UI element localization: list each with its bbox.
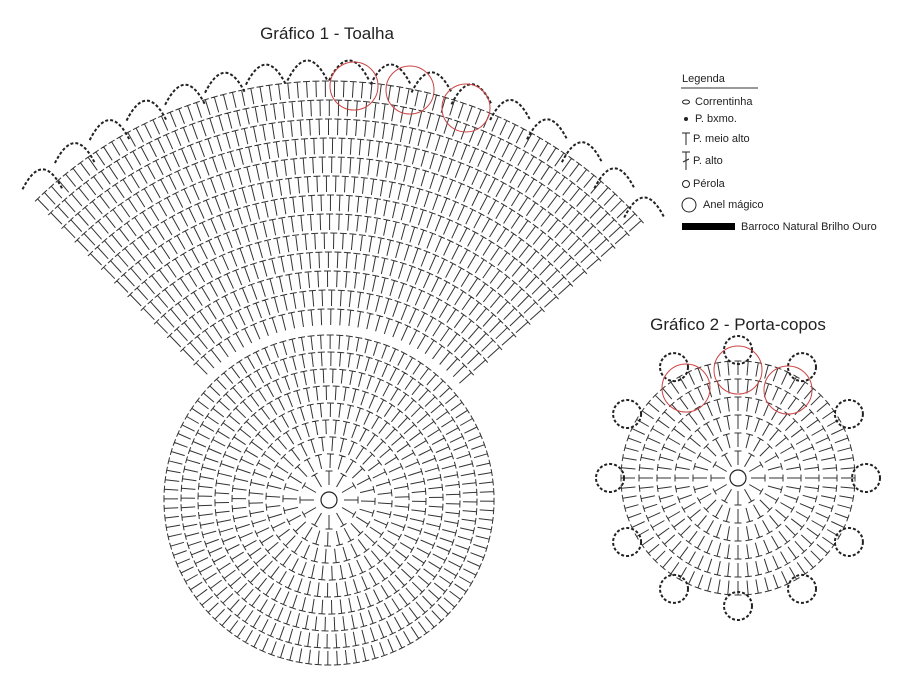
scallop xyxy=(595,463,625,493)
scallop xyxy=(659,352,689,383)
legend-item: Barroco Natural Brilho Ouro xyxy=(741,221,877,233)
scallop xyxy=(245,63,287,86)
dc-symbol xyxy=(682,151,690,170)
scallop xyxy=(286,59,329,81)
stitches xyxy=(620,360,856,596)
scallop xyxy=(723,591,753,621)
highlight-ring xyxy=(661,363,711,413)
chart-title: Gráfico 1 - Toalha xyxy=(260,24,394,43)
highlight-ring xyxy=(385,65,435,115)
slip-stitch-symbol xyxy=(684,117,688,121)
scallop xyxy=(526,118,568,140)
scallop xyxy=(561,141,603,163)
scallop xyxy=(659,573,689,604)
scallop xyxy=(833,399,864,429)
legend: Legenda Correntinha P. bxmo. P. meio alt… xyxy=(681,73,877,233)
scallop xyxy=(164,84,207,106)
legend-item: P. bxmo. xyxy=(695,113,737,125)
scallop xyxy=(612,527,643,557)
scallop xyxy=(787,352,817,383)
scallop xyxy=(54,142,96,164)
highlight-ring xyxy=(441,83,491,133)
scallop xyxy=(851,463,881,493)
scallop xyxy=(612,399,643,429)
scallop xyxy=(88,119,131,141)
scallop xyxy=(723,335,753,365)
magic-ring xyxy=(729,469,747,487)
scallop xyxy=(593,167,636,189)
hdc-symbol xyxy=(682,132,690,145)
scallop xyxy=(623,196,666,218)
legend-title: Legenda xyxy=(682,73,726,85)
magic-ring xyxy=(320,491,338,509)
scallop xyxy=(833,527,864,557)
highlight-ring xyxy=(329,61,379,111)
stitch-diagrams xyxy=(21,59,881,666)
magic-ring-symbol xyxy=(681,197,697,213)
legend-item: P. alto xyxy=(693,155,723,167)
stitches xyxy=(34,80,644,666)
scallop xyxy=(787,573,817,604)
scallop xyxy=(125,99,168,122)
chain-symbol xyxy=(682,99,690,105)
scallop xyxy=(489,99,532,121)
picot-symbol xyxy=(682,180,690,188)
highlight-ring xyxy=(713,345,763,395)
scallop xyxy=(21,168,64,190)
chart-title: Gráfico 2 - Porta-copos xyxy=(650,315,826,334)
legend-item: P. meio alto xyxy=(693,133,750,145)
legend-item: Correntinha xyxy=(695,96,753,108)
highlight-ring xyxy=(763,365,813,415)
yarn-swatch xyxy=(682,223,735,230)
legend-item: Anel mágico xyxy=(703,199,764,211)
legend-item: Pérola xyxy=(693,178,726,190)
scallop xyxy=(410,71,453,93)
scallop xyxy=(204,72,246,94)
scallop xyxy=(369,63,412,85)
